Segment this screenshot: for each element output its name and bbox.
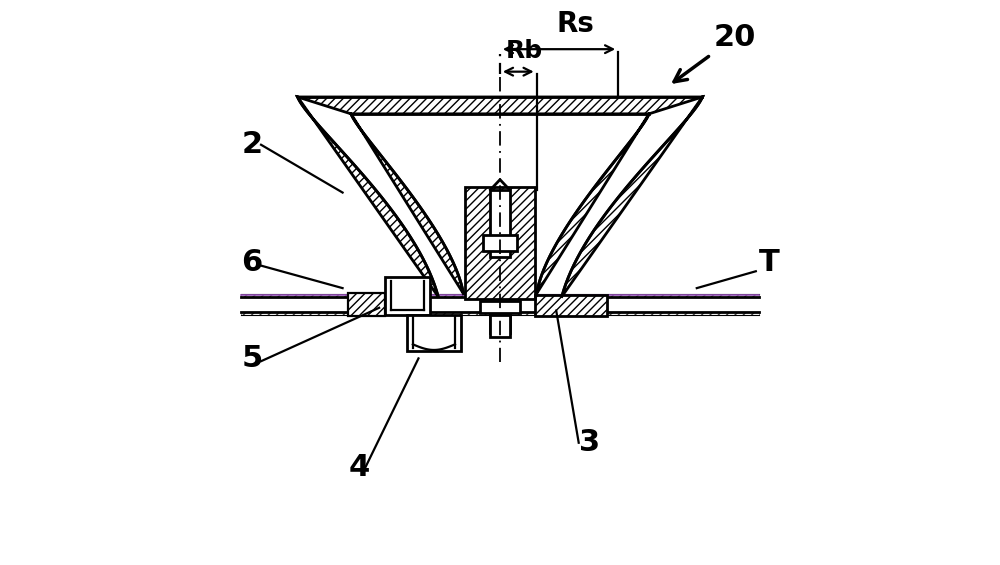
Bar <box>535 295 607 316</box>
Text: 20: 20 <box>714 23 756 53</box>
Text: Rb: Rb <box>505 38 542 63</box>
Text: Rs: Rs <box>557 10 595 38</box>
Text: 2: 2 <box>241 130 263 159</box>
Bar <box>490 315 510 337</box>
Text: T: T <box>759 248 779 277</box>
Text: 4: 4 <box>348 454 369 483</box>
Polygon shape <box>535 295 607 316</box>
Bar <box>465 187 535 299</box>
Bar <box>407 315 461 351</box>
Polygon shape <box>298 97 702 297</box>
Polygon shape <box>348 293 385 316</box>
Bar <box>483 235 517 251</box>
Bar <box>348 293 385 316</box>
Bar <box>490 190 510 257</box>
Bar <box>385 277 430 315</box>
Bar <box>480 301 520 314</box>
Bar <box>490 302 510 333</box>
Bar <box>465 187 535 299</box>
Text: 6: 6 <box>241 248 263 277</box>
Text: 5: 5 <box>241 344 263 373</box>
Text: 3: 3 <box>579 428 600 457</box>
